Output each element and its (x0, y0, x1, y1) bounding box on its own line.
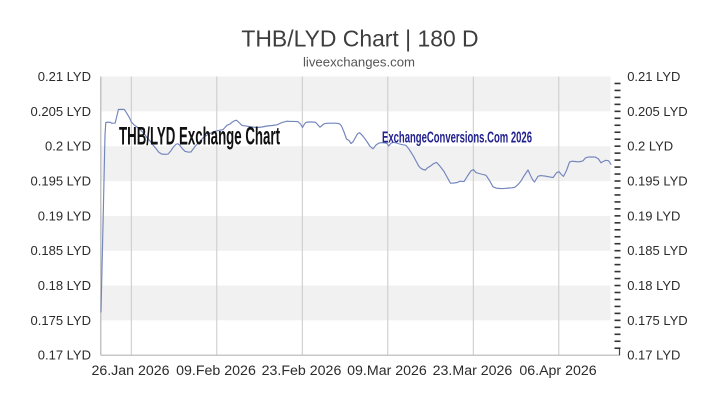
svg-text:0.19 LYD: 0.19 LYD (38, 208, 91, 223)
svg-text:0.17 LYD: 0.17 LYD (38, 348, 91, 363)
svg-text:0.19 LYD: 0.19 LYD (627, 208, 680, 223)
svg-text:0.175 LYD: 0.175 LYD (627, 313, 687, 328)
svg-text:0.175 LYD: 0.175 LYD (31, 313, 91, 328)
svg-text:0.2 LYD: 0.2 LYD (45, 139, 91, 154)
svg-text:0.2 LYD: 0.2 LYD (627, 139, 673, 154)
svg-text:23.Feb 2026: 23.Feb 2026 (262, 363, 342, 379)
svg-text:liveexchanges.com: liveexchanges.com (303, 55, 415, 70)
svg-text:0.18 LYD: 0.18 LYD (38, 278, 91, 293)
svg-text:ExchangeConversions.Com 2026: ExchangeConversions.Com 2026 (382, 130, 532, 147)
svg-text:09.Mar 2026: 09.Mar 2026 (347, 363, 427, 379)
svg-text:0.185 LYD: 0.185 LYD (31, 243, 91, 258)
svg-text:26.Jan 2026: 26.Jan 2026 (91, 363, 169, 379)
svg-text:09.Feb 2026: 09.Feb 2026 (176, 363, 256, 379)
svg-text:THB/LYD Chart | 180 D: THB/LYD Chart | 180 D (241, 25, 478, 51)
svg-text:0.205 LYD: 0.205 LYD (31, 104, 91, 119)
svg-text:0.195 LYD: 0.195 LYD (31, 174, 91, 189)
svg-text:06.Apr 2026: 06.Apr 2026 (519, 363, 596, 379)
svg-text:0.21 LYD: 0.21 LYD (38, 69, 91, 84)
svg-text:0.185 LYD: 0.185 LYD (627, 243, 687, 258)
svg-text:0.205 LYD: 0.205 LYD (627, 104, 687, 119)
svg-text:23.Mar 2026: 23.Mar 2026 (433, 363, 513, 379)
svg-text:0.21 LYD: 0.21 LYD (627, 69, 680, 84)
svg-text:THB/LYD Exchange Chart: THB/LYD Exchange Chart (119, 122, 280, 150)
svg-text:0.18 LYD: 0.18 LYD (627, 278, 680, 293)
svg-text:0.17 LYD: 0.17 LYD (627, 348, 680, 363)
svg-text:0.195 LYD: 0.195 LYD (627, 174, 687, 189)
